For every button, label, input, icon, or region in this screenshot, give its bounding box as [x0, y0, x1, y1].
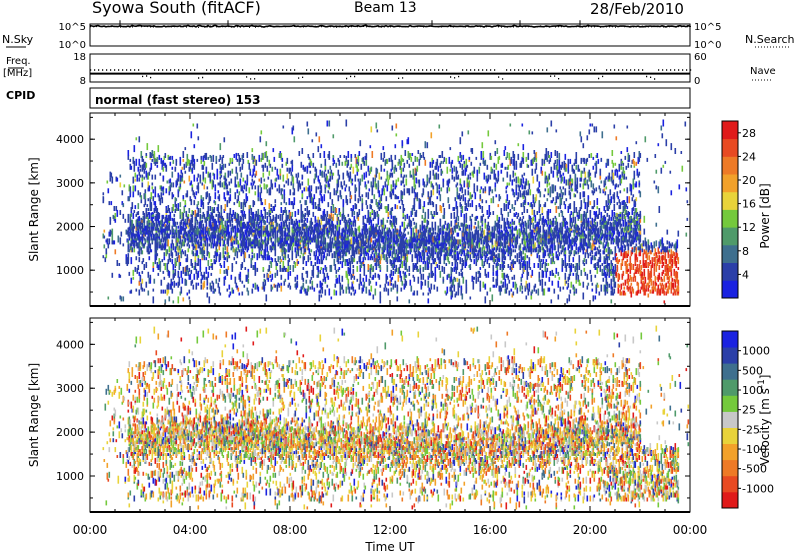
- velocity-ytick-label: 1000: [56, 470, 84, 483]
- velocity-colorbar-segment: [722, 363, 738, 380]
- power-scatter-cells: [102, 119, 689, 304]
- velocity-scatter-cells: [102, 325, 690, 510]
- nave-line: [90, 69, 692, 80]
- nave-label: Nave: [750, 66, 776, 77]
- power-colorbar-label: 12: [742, 221, 756, 234]
- xtick-label: 20:00: [573, 523, 608, 537]
- freq-label: Freq.: [6, 56, 31, 67]
- power-ytick-label: 1000: [56, 264, 84, 277]
- velocity-ytick-label: 2000: [56, 426, 84, 439]
- freq-y2tick-bottom: 0: [694, 76, 700, 87]
- nsearch-label: N.Search: [745, 33, 795, 46]
- velocity-colorbar-segment: [722, 411, 738, 428]
- freq-ytick-top: 18: [73, 52, 86, 63]
- noise-y2tick-bottom: 10^0: [694, 40, 721, 51]
- xaxis-label: Time UT: [364, 540, 415, 554]
- velocity-colorbar-title: Velocity [m s-1]: [757, 375, 772, 466]
- cpid-text: normal (fast stereo) 153: [95, 93, 261, 107]
- power-colorbar-label: 24: [742, 150, 756, 163]
- power-colorbar-segment: [722, 280, 738, 299]
- power-colorbar-segment: [722, 227, 738, 246]
- freq-y2tick-top: 60: [694, 52, 707, 63]
- noise-y2tick-top: 10^5: [694, 22, 721, 33]
- velocity-colorbar-label: 100: [742, 384, 763, 397]
- power-colorbar-segment: [722, 244, 738, 263]
- power-ytick-label: 2000: [56, 221, 84, 234]
- velocity-colorbar-label: -100: [742, 443, 767, 456]
- power-ylabel: Slant Range [km]: [27, 157, 41, 261]
- velocity-colorbar-label: 500: [742, 364, 763, 377]
- power-colorbar-segment: [722, 209, 738, 228]
- power-colorbar-label: 16: [742, 198, 756, 211]
- velocity-colorbar-segment: [722, 459, 738, 477]
- velocity-colorbar-label: 1000: [742, 345, 770, 358]
- cpid-label: CPID: [6, 89, 36, 102]
- beam-title: Beam 13: [354, 0, 417, 16]
- power-colorbar-label: 20: [742, 174, 756, 187]
- power-colorbar-segment: [722, 121, 738, 140]
- velocity-ytick-label: 3000: [56, 382, 84, 395]
- date-title: 28/Feb/2010: [590, 0, 684, 18]
- power-colorbar-frame: [721, 120, 739, 299]
- power-colorbar-segment: [722, 138, 738, 157]
- xtick-label: 08:00: [273, 523, 308, 537]
- velocity-ytick-label: 4000: [56, 338, 84, 351]
- noise-ytick-bottom: 10^0: [59, 40, 86, 51]
- noise-panel-frame: [89, 23, 691, 47]
- freq-unit-label: [MHz]: [3, 68, 33, 79]
- xtick-label: 16:00: [473, 523, 508, 537]
- xtick-label: 04:00: [173, 523, 208, 537]
- power-ytick-label: 3000: [56, 177, 84, 190]
- velocity-colorbar-frame: [721, 330, 739, 509]
- power-colorbar-segment: [722, 191, 738, 210]
- power-colorbar-label: 4: [742, 268, 749, 281]
- velocity-colorbar-label: -500: [742, 463, 767, 476]
- velocity-colorbar-segment: [722, 427, 738, 444]
- velocity-colorbar-label: -1000: [742, 482, 774, 495]
- velocity-colorbar-label: -25: [742, 423, 760, 436]
- velocity-colorbar-segment: [722, 395, 738, 412]
- velocity-colorbar-label: 25: [742, 404, 756, 417]
- velocity-colorbar-segment: [722, 443, 738, 461]
- power-colorbar-label: 28: [742, 127, 756, 140]
- velocity-colorbar-segment: [722, 347, 738, 364]
- velocity-ylabel: Slant Range [km]: [27, 363, 41, 467]
- cpid-strip-frame: [89, 87, 691, 109]
- power-colorbar-title: Power [dB]: [758, 183, 772, 248]
- station-title: Syowa South (fitACF): [92, 0, 261, 17]
- velocity-colorbar-segment: [722, 331, 738, 348]
- power-colorbar-segment: [722, 174, 738, 193]
- freq-panel-frame: [89, 53, 691, 83]
- power-ytick-label: 4000: [56, 133, 84, 146]
- velocity-colorbar-segment: [722, 379, 738, 396]
- freq-ytick-bottom: 8: [80, 76, 86, 87]
- power-colorbar-segment: [722, 156, 738, 175]
- nsearch-line: [90, 25, 691, 28]
- xtick-label: 00:00: [73, 523, 108, 537]
- power-colorbar-label: 8: [742, 245, 749, 258]
- nsky-label: N.Sky: [2, 33, 34, 46]
- xtick-label: 12:00: [373, 523, 408, 537]
- xtick-label: 00:00: [673, 523, 708, 537]
- velocity-colorbar-segment: [722, 491, 738, 509]
- noise-ytick-top: 10^5: [59, 22, 86, 33]
- velocity-colorbar-segment: [722, 475, 738, 493]
- power-colorbar-segment: [722, 262, 738, 281]
